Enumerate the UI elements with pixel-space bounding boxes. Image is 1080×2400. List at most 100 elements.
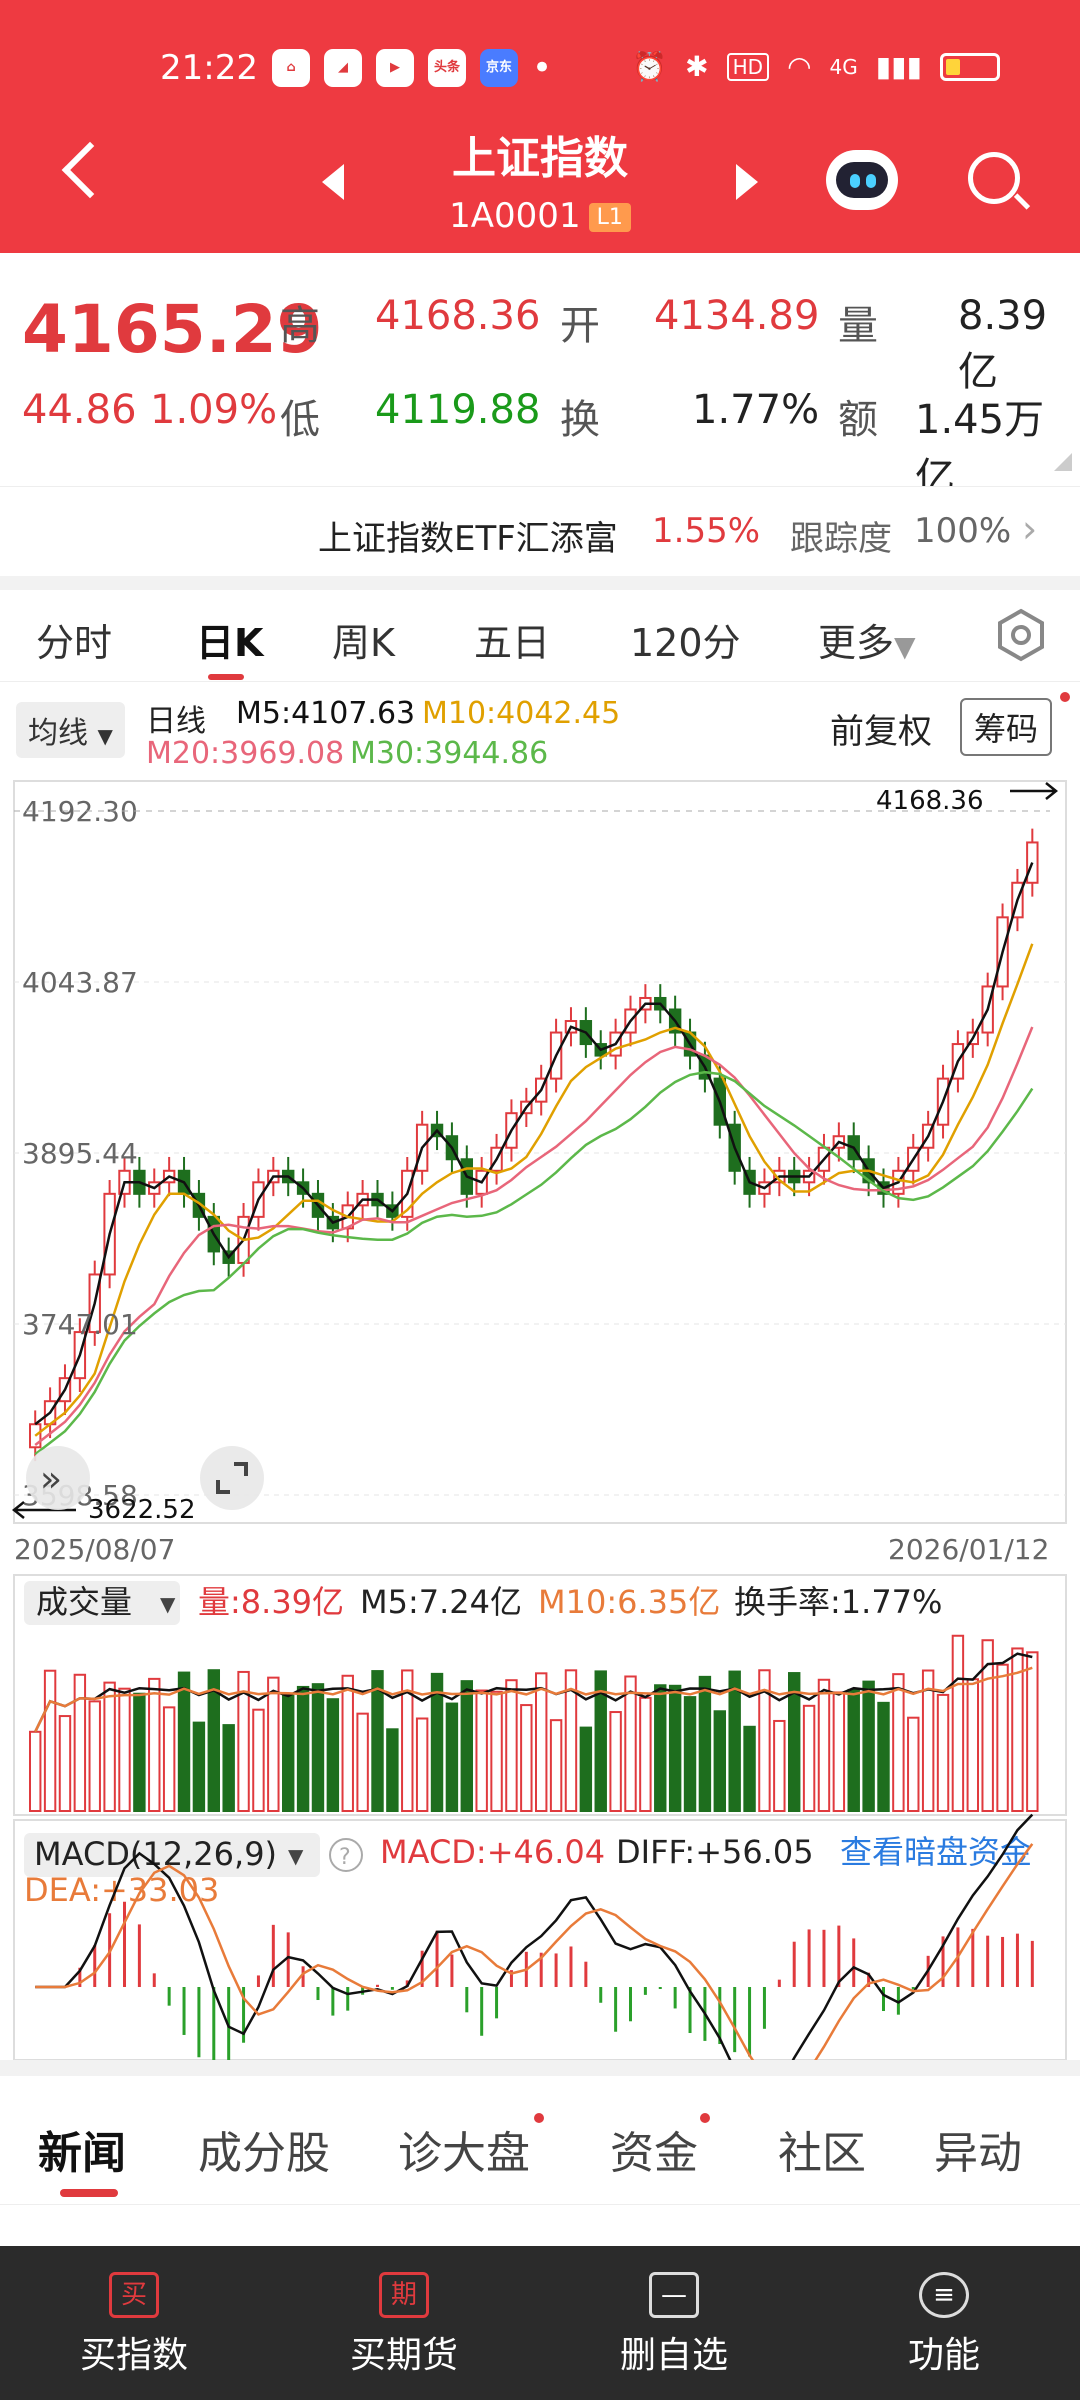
volume-bar: [401, 1669, 414, 1813]
volume-bar: [877, 1701, 890, 1812]
level-badge: L1: [588, 203, 631, 232]
tab-intraday[interactable]: 分时: [36, 621, 113, 665]
max-label: 4168.36: [876, 786, 984, 816]
tab-constituents[interactable]: 成分股: [198, 2128, 330, 2179]
ma5-value: M5:4107.63: [236, 696, 416, 731]
battery-icon: [940, 52, 1000, 81]
date-end-label: 2026/01/12: [888, 1533, 1049, 1566]
arrow-right-icon: [1010, 782, 1059, 800]
y-tick-label: 3895.44: [22, 1137, 138, 1170]
ma-selector[interactable]: 均线 ▼: [16, 702, 125, 758]
volume-bar: [535, 1672, 548, 1812]
volume-bar: [698, 1675, 712, 1812]
macd-selector[interactable]: [24, 1833, 320, 1877]
volume-bar: [951, 1634, 965, 1812]
fullscreen-button[interactable]: [200, 1446, 264, 1510]
tab-capital[interactable]: 资金: [610, 2128, 698, 2179]
prev-stock-button[interactable]: [322, 164, 344, 200]
robot-assistant-icon[interactable]: [826, 150, 898, 210]
nav-buy-futures[interactable]: 期 买期货: [304, 2272, 504, 2378]
app-notify-icon: 头条: [427, 49, 466, 87]
help-icon[interactable]: [329, 1838, 363, 1872]
low-value: 4119.88: [375, 387, 541, 433]
volume-frame: [13, 1574, 1067, 1816]
ma-lines: [34, 862, 1034, 1456]
volume-bar: [133, 1692, 146, 1813]
tab-news[interactable]: 新闻: [38, 2128, 126, 2179]
menu-icon: ≡: [919, 2272, 969, 2318]
chips-button[interactable]: 筹码: [960, 698, 1053, 756]
arrow-left-icon: [11, 1501, 76, 1519]
volume-bar: [430, 1672, 444, 1812]
ma-selector-label: 均线: [28, 716, 88, 751]
macd-selector-label: MACD(12,26,9): [34, 1835, 277, 1873]
nav-label: 买指数: [79, 2335, 188, 2376]
volume-bar: [311, 1683, 325, 1813]
kline-tabs: 分时 日K 周K 五日 120分 更多▼: [0, 590, 1080, 682]
next-stock-button[interactable]: [736, 164, 758, 200]
low-label: 低: [280, 397, 320, 443]
dark-pool-link[interactable]: 查看暗盘资金: [840, 1833, 1032, 1871]
app-notify-icon: ⌂: [271, 49, 310, 87]
volume-bar: [192, 1721, 206, 1812]
volume-bar: [654, 1684, 667, 1812]
tab-weekly-k[interactable]: 周K: [332, 621, 395, 665]
vol-turnover: 换手率:1.77%: [734, 1583, 942, 1621]
volume-bar: [1026, 1651, 1039, 1813]
vol-m10: M10:6.35亿: [538, 1583, 720, 1621]
settings-hex-icon[interactable]: [996, 608, 1046, 662]
collapse-panel-button[interactable]: [26, 1446, 90, 1510]
bottom-nav: 买 买指数 期 买期货 — 删自选 ≡ 功能: [0, 2246, 1080, 2400]
volume-bar: [579, 1726, 593, 1813]
status-indicators: ⏰ ✱ HD ◠ 4G ▮▮▮: [632, 50, 1000, 83]
chevron-right-icon: ›: [1022, 507, 1038, 551]
notification-dot: [700, 2113, 710, 2123]
current-price: 4165.29: [22, 291, 323, 368]
volume-bar: [758, 1669, 771, 1812]
tab-daily-k[interactable]: 日K: [196, 621, 264, 665]
open-label: 开: [560, 303, 600, 349]
volume-bar: [460, 1680, 474, 1813]
signal-icon: 4G: [829, 54, 858, 79]
volume-bar: [103, 1681, 116, 1813]
volume-bar: [683, 1696, 697, 1813]
ma30-value: M30:3944.86: [350, 736, 549, 771]
tab-diagnose[interactable]: 诊大盘: [398, 2128, 530, 2179]
ma5-line: [34, 862, 1034, 1426]
nav-buy-index[interactable]: 买 买指数: [34, 2272, 234, 2378]
adjust-selector[interactable]: 前复权: [830, 712, 932, 752]
nav-functions[interactable]: ≡ 功能: [844, 2272, 1044, 2378]
y-tick-label: 3747.01: [22, 1308, 138, 1341]
volume-bar: [177, 1671, 191, 1813]
tab-community[interactable]: 社区: [778, 2128, 866, 2179]
tab-movement[interactable]: 异动: [934, 2128, 1022, 2179]
tab-five-day[interactable]: 五日: [474, 621, 551, 665]
turnover-value: 1.77%: [692, 387, 820, 433]
app-notify-icon: ◢: [323, 49, 362, 87]
volume-selector[interactable]: [24, 1581, 180, 1625]
volume-bar: [148, 1677, 161, 1812]
volume-bar: [713, 1710, 727, 1813]
volume-bar: [668, 1684, 682, 1813]
open-value: 4134.89: [654, 293, 820, 339]
volume-bar: [743, 1725, 756, 1813]
nav-remove-watchlist[interactable]: — 删自选: [574, 2272, 774, 2378]
notification-dot: [534, 2113, 544, 2123]
nav-label: 删自选: [619, 2335, 728, 2376]
search-icon[interactable]: [968, 152, 1020, 204]
price-change: 44.86: [22, 387, 137, 433]
volume-bar: [1011, 1647, 1024, 1813]
volume-bar: [58, 1715, 72, 1812]
volume-bar: [356, 1712, 369, 1813]
etf-bar[interactable]: 上证指数ETF汇添富 1.55% 跟踪度 100% ›: [0, 486, 1080, 576]
ma10-line: [34, 943, 1034, 1437]
volume-bar: [549, 1719, 563, 1812]
quote-panel: 4165.29 44.86 1.09% 高 4168.36 低 4119.88 …: [0, 253, 1080, 501]
expand-corner-icon[interactable]: [1054, 453, 1072, 471]
app-notify-icon: 京东: [479, 49, 518, 87]
tab-120min[interactable]: 120分: [630, 621, 741, 665]
help-icon-glyph: ?: [339, 1845, 351, 1870]
tab-more[interactable]: 更多▼: [818, 612, 916, 667]
volume-bar: [118, 1687, 131, 1813]
